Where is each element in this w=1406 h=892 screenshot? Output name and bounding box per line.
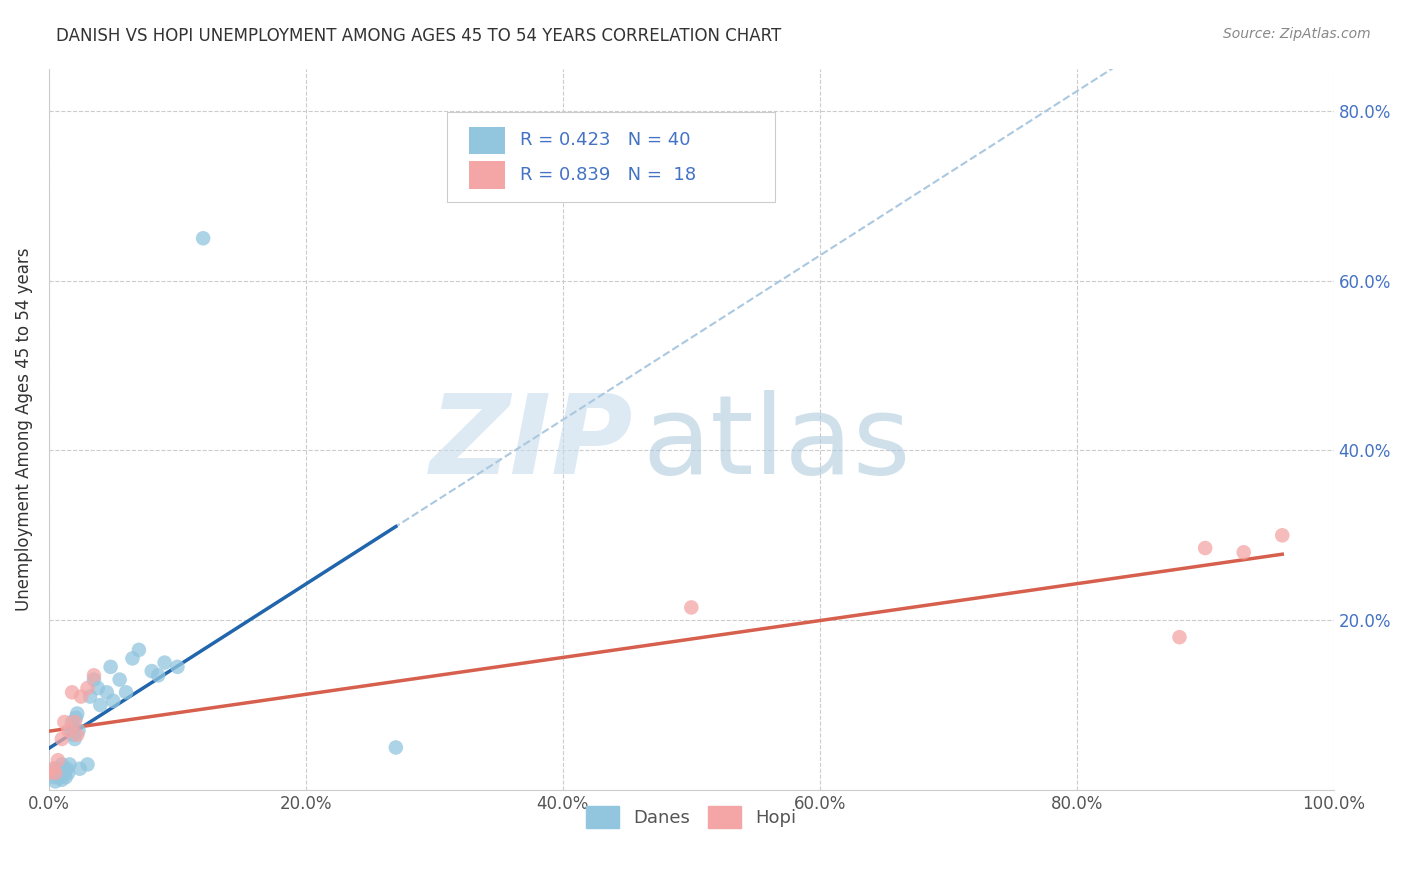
Point <box>69 762 91 776</box>
Point <box>681 600 703 615</box>
Point <box>79 690 101 704</box>
Point <box>128 643 150 657</box>
Point <box>66 706 89 721</box>
Text: Source: ZipAtlas.com: Source: ZipAtlas.com <box>1223 27 1371 41</box>
Point <box>44 774 66 789</box>
FancyBboxPatch shape <box>470 127 505 154</box>
Point <box>67 723 90 738</box>
Point <box>44 762 66 776</box>
Point <box>1271 528 1294 542</box>
Point <box>56 762 79 776</box>
Point <box>63 714 86 729</box>
Point <box>58 757 80 772</box>
Point <box>103 694 125 708</box>
Y-axis label: Unemployment Among Ages 45 to 54 years: Unemployment Among Ages 45 to 54 years <box>15 247 32 611</box>
Point <box>60 685 83 699</box>
Point <box>51 731 73 746</box>
Point <box>53 766 76 780</box>
Point <box>46 766 69 780</box>
Point <box>1233 545 1256 559</box>
Point <box>153 656 176 670</box>
Point <box>1194 541 1216 555</box>
Point <box>385 740 408 755</box>
Point <box>83 673 105 687</box>
FancyBboxPatch shape <box>470 161 505 189</box>
Point <box>166 660 188 674</box>
Point <box>53 714 76 729</box>
Point <box>46 753 69 767</box>
Point <box>96 685 118 699</box>
Point <box>76 681 98 695</box>
Point <box>51 772 73 787</box>
Text: DANISH VS HOPI UNEMPLOYMENT AMONG AGES 45 TO 54 YEARS CORRELATION CHART: DANISH VS HOPI UNEMPLOYMENT AMONG AGES 4… <box>56 27 782 45</box>
Point <box>58 723 80 738</box>
Point <box>63 731 86 746</box>
Point <box>89 698 111 712</box>
Legend: Danes, Hopi: Danes, Hopi <box>579 798 803 835</box>
Point <box>76 757 98 772</box>
Point <box>146 668 169 682</box>
Point <box>108 673 131 687</box>
Point <box>141 664 163 678</box>
Point <box>87 681 110 695</box>
Point <box>44 766 66 780</box>
Point <box>38 766 60 780</box>
Point <box>55 770 77 784</box>
Point <box>38 766 60 780</box>
Point <box>83 668 105 682</box>
Text: R = 0.839   N =  18: R = 0.839 N = 18 <box>520 166 696 184</box>
Point <box>65 711 87 725</box>
Point <box>70 690 93 704</box>
Point <box>58 766 80 780</box>
Point <box>121 651 143 665</box>
Point <box>59 723 82 738</box>
Text: R = 0.423   N = 40: R = 0.423 N = 40 <box>520 131 690 149</box>
FancyBboxPatch shape <box>447 112 775 202</box>
Point <box>100 660 122 674</box>
Point <box>60 714 83 729</box>
Point <box>49 762 72 776</box>
Point <box>115 685 138 699</box>
Point <box>62 728 84 742</box>
Point <box>51 757 73 772</box>
Point <box>66 728 89 742</box>
Point <box>42 770 65 784</box>
Point <box>48 770 70 784</box>
Point <box>42 762 65 776</box>
Text: atlas: atlas <box>643 390 911 497</box>
Point <box>1168 630 1191 644</box>
Text: ZIP: ZIP <box>430 390 634 497</box>
Point <box>191 231 214 245</box>
